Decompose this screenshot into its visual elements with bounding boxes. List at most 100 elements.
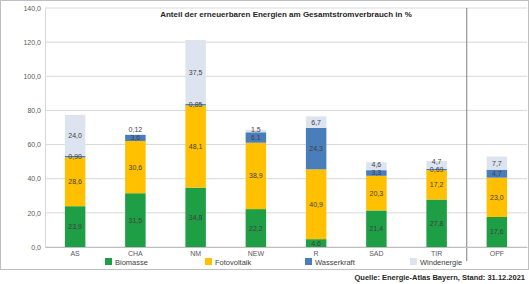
grid-line	[45, 110, 527, 111]
y-tick-label: 60,0	[27, 141, 41, 148]
y-tick: 100,0	[23, 73, 45, 80]
title: Anteil der erneuerbaren Energien am Gesa…	[160, 10, 412, 19]
data-label: 28,6	[68, 178, 82, 185]
data-label: 20,3	[370, 190, 384, 197]
legend-swatch	[205, 258, 212, 265]
bar	[487, 170, 507, 178]
data-label: 3,3	[372, 169, 382, 176]
x-tick-label: OPF	[490, 250, 504, 257]
data-label: 7,7	[492, 160, 502, 167]
data-label: 0,90	[68, 153, 82, 160]
legend: Biomasse Fotovoltaik Wasserkraft Windenergi…	[105, 258, 462, 267]
data-label: 21,4	[370, 225, 384, 232]
data-label: 0,12	[129, 126, 143, 133]
y-tick: 20,0	[27, 210, 45, 217]
data-label: 0,85	[189, 101, 203, 108]
data-label: 1,5	[251, 126, 261, 133]
chart: 23,9 31,5 34,8 22,2 4,6 21,4 27,8 17,6 28,6 30,6 4…	[0, 0, 529, 284]
data-label: 24,3	[309, 145, 323, 152]
data-label: 31,5	[129, 217, 143, 224]
data-label: 23,9	[68, 223, 82, 230]
bar	[246, 143, 266, 209]
x-tick: CHA	[128, 247, 143, 257]
x-tick-label: R	[314, 250, 319, 257]
bar	[185, 188, 205, 247]
y-tick-label: 120,0	[23, 39, 41, 46]
series-1	[65, 105, 507, 239]
x-tick-label: AS	[70, 250, 80, 257]
bar	[125, 141, 145, 193]
x-tick: OPF	[490, 247, 504, 257]
data-label: 37,5	[189, 69, 203, 76]
bar	[306, 128, 326, 169]
data-label: 48,1	[189, 143, 203, 150]
bar	[306, 239, 326, 247]
y-tick: 140,0	[23, 5, 45, 12]
series-3	[65, 40, 507, 170]
y-tick: 80,0	[27, 107, 45, 114]
bar	[366, 170, 386, 176]
bars	[65, 40, 507, 247]
legend-label: Windenergie	[420, 258, 462, 267]
x-tick-label: NEW	[248, 250, 265, 257]
data-label: 24,0	[68, 132, 82, 139]
data-label: 17,6	[490, 228, 504, 235]
bar	[65, 157, 85, 206]
bar	[246, 209, 266, 247]
legend-swatch	[305, 258, 312, 265]
y-axis: 0,020,040,060,080,0100,0120,0140,0	[23, 5, 45, 251]
data-label: 6,1	[251, 134, 261, 141]
chart-frame	[1, 1, 529, 270]
data-label: 22,2	[249, 225, 263, 232]
grid-line	[45, 178, 527, 179]
data-labels: 23,9 31,5 34,8 22,2 4,6 21,4 27,8 17,6 28,6 30,6 4…	[68, 69, 503, 247]
y-tick: 120,0	[23, 39, 45, 46]
bar	[426, 200, 446, 247]
y-tick: 60,0	[27, 141, 45, 148]
data-label: 27,8	[430, 220, 444, 227]
x-tick-label: TIR	[431, 250, 442, 257]
x-tick: AS	[70, 247, 80, 257]
data-label: 6,7	[311, 119, 321, 126]
y-tick-label: 140,0	[23, 5, 41, 12]
source-note: Quelle: Energie-Atlas Bayern, Stand: 31.…	[355, 273, 526, 282]
legend-label: Fotovoltaik	[215, 258, 252, 267]
bar	[65, 115, 85, 156]
grid-line	[45, 144, 527, 145]
data-label: 17,2	[430, 181, 444, 188]
bar	[125, 135, 145, 141]
bar	[487, 178, 507, 217]
x-axis: AS CHA NM NEW R SAD TIR OPF	[46, 247, 528, 257]
data-label: 4,6	[311, 240, 321, 247]
x-tick: NEW	[248, 247, 265, 257]
bar	[487, 157, 507, 170]
separator	[466, 8, 467, 261]
grid-line	[45, 8, 527, 9]
bar	[306, 116, 326, 127]
bar	[366, 210, 386, 247]
x-tick: TIR	[431, 247, 442, 257]
legend-label: Biomasse	[115, 258, 148, 267]
grid-line	[45, 76, 527, 77]
x-tick: NM	[190, 247, 201, 257]
bar	[125, 193, 145, 247]
y-tick-label: 40,0	[27, 175, 41, 182]
bar	[185, 105, 205, 187]
data-label: 40,9	[309, 201, 323, 208]
y-tick-label: 20,0	[27, 210, 41, 217]
data-label: 0,69	[430, 166, 444, 173]
bar	[366, 176, 386, 211]
x-tick: SAD	[369, 247, 383, 257]
bar	[185, 40, 205, 104]
data-label: 30,6	[129, 164, 143, 171]
x-tick-label: SAD	[369, 250, 383, 257]
data-label: 23,0	[490, 194, 504, 201]
grid	[45, 8, 527, 247]
y-tick: 40,0	[27, 175, 45, 182]
x-tick: R	[314, 247, 319, 257]
legend-label: Wasserkraft	[315, 258, 356, 267]
data-label: 4,6	[372, 161, 382, 168]
grid-line	[45, 212, 527, 213]
grid-line	[45, 247, 527, 248]
data-label: 34,8	[189, 214, 203, 221]
